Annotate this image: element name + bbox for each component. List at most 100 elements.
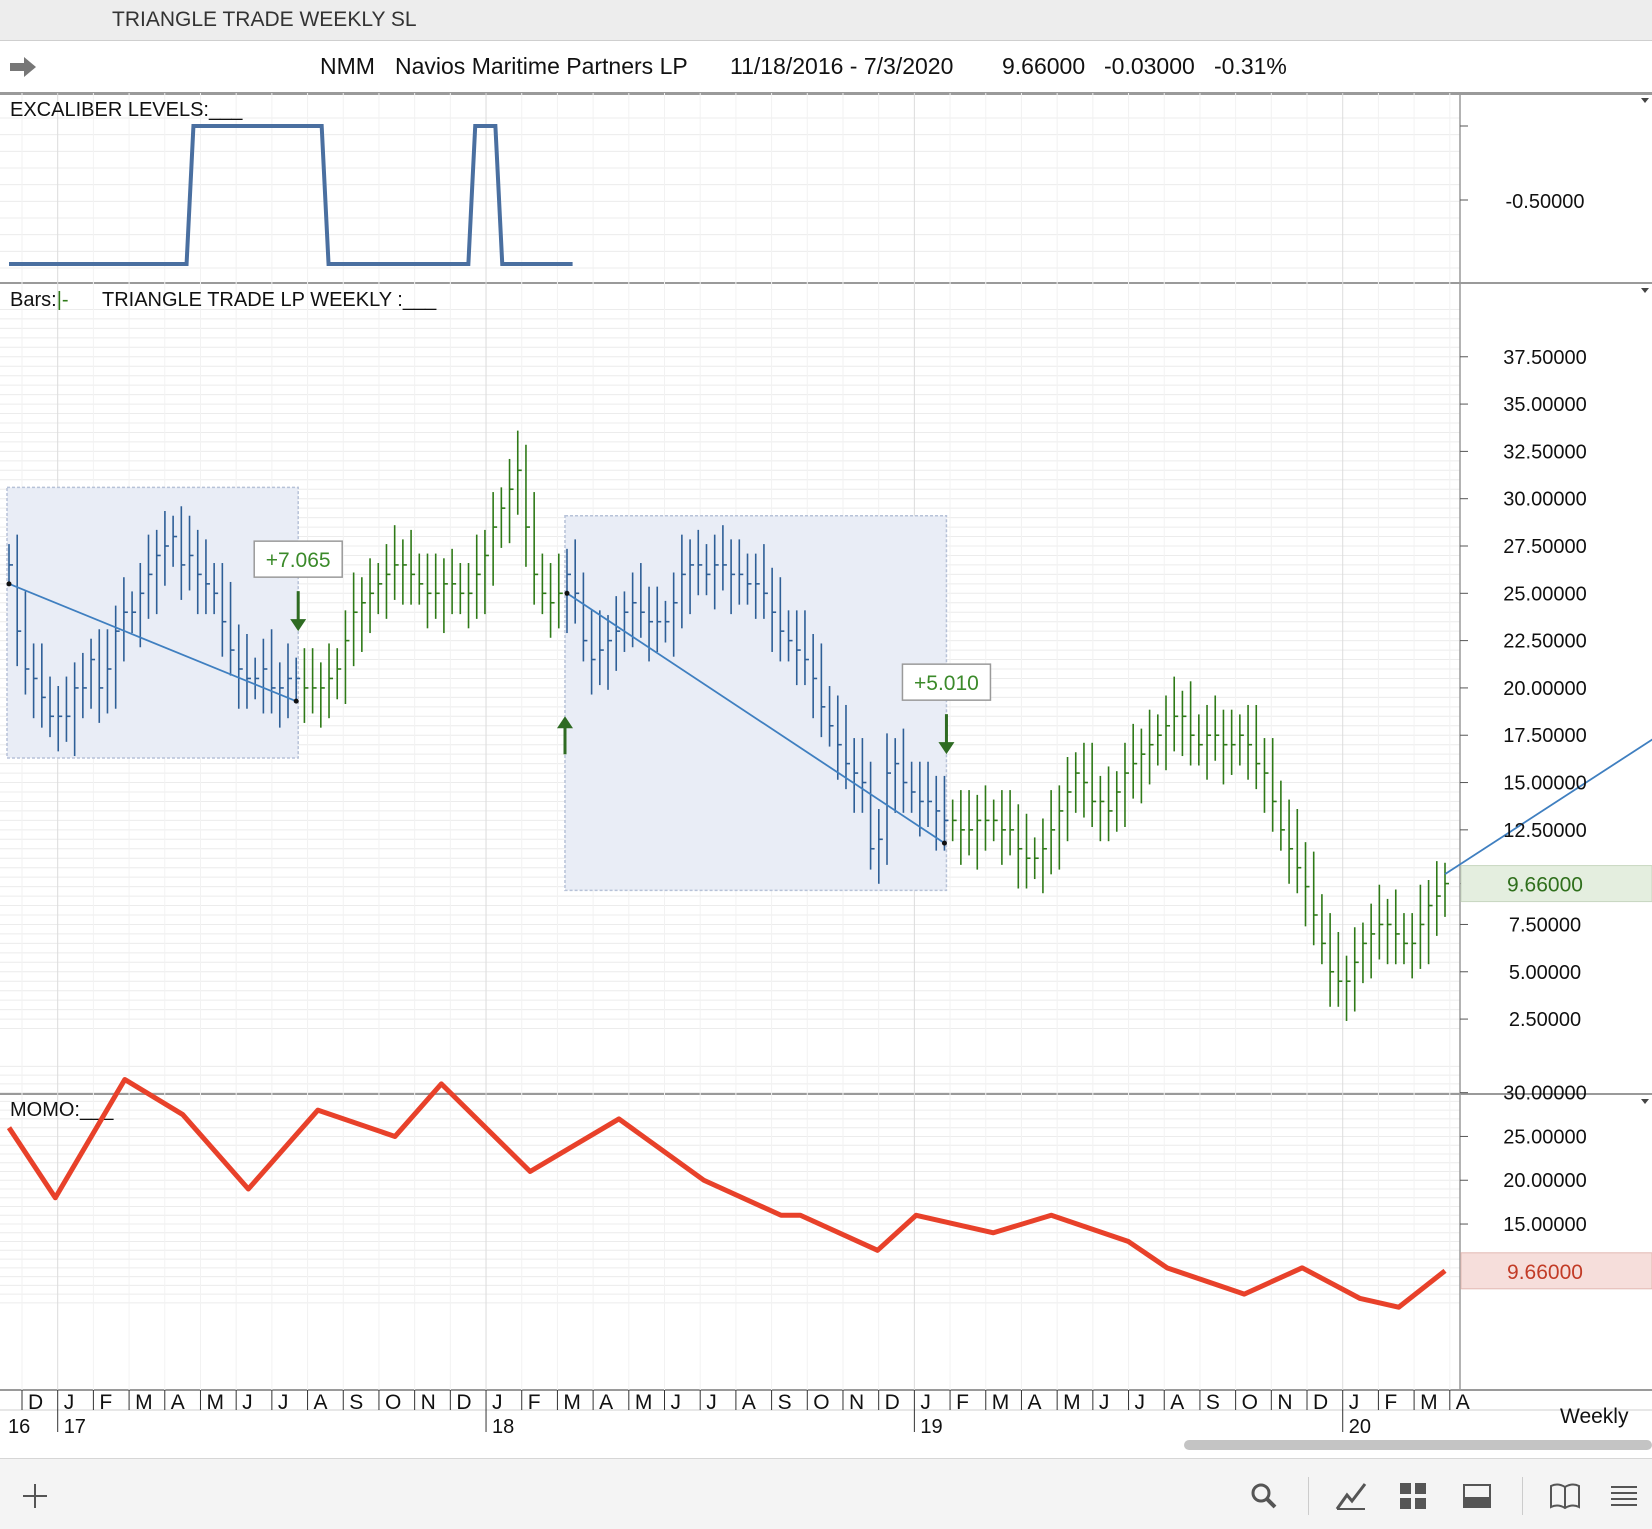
momo-label: MOMO:___ — [10, 1099, 114, 1121]
add-icon[interactable] — [18, 1479, 52, 1513]
time-axis-month-label: F — [1384, 1391, 1397, 1414]
price-axis-label: 37.50000 — [1503, 347, 1586, 369]
time-axis-month-label: S — [1206, 1391, 1220, 1414]
momo-axis-label: 25.00000 — [1503, 1126, 1586, 1148]
time-axis-month-label: M — [135, 1391, 153, 1414]
time-axis-month-label: J — [64, 1391, 74, 1414]
time-axis-month-label: S — [349, 1391, 363, 1414]
grid-icon[interactable] — [1396, 1479, 1430, 1513]
price-axis: 37.50000 35.00000 32.50000 30.00000 27.50000… — [1460, 347, 1652, 1031]
price-axis-label: 5.00000 — [1509, 962, 1581, 984]
entry-dot — [7, 581, 12, 586]
price-axis-label: 17.50000 — [1503, 725, 1586, 747]
time-axis-month-label: F — [528, 1391, 541, 1414]
excaliber-axis: -0.50000 — [1460, 126, 1584, 213]
entry-dot — [564, 591, 569, 596]
time-axis-month-label: A — [314, 1391, 328, 1414]
time-axis-month-label: J — [671, 1391, 682, 1414]
price-label-study: TRIANGLE TRADE LP WEEKLY :___ — [102, 289, 437, 311]
price-axis-label: 22.50000 — [1503, 631, 1586, 653]
price-axis-label: 30.00000 — [1503, 489, 1586, 511]
pane-menu-icon — [1641, 98, 1649, 103]
time-axis-year-label: 16 — [8, 1416, 30, 1438]
price-axis-label: 2.50000 — [1509, 1009, 1581, 1031]
time-axis-month-label: N — [1277, 1391, 1292, 1414]
layout-icon[interactable] — [1460, 1479, 1494, 1513]
trade-gain-label: +7.065 — [266, 549, 331, 572]
time-axis-month-label: J — [1349, 1391, 1360, 1414]
time-axis-month-label: A — [1456, 1391, 1470, 1414]
time-axis-month-label: J — [1099, 1391, 1110, 1414]
time-axis-month-label: A — [171, 1391, 185, 1414]
time-axis-month-label: D — [456, 1391, 471, 1414]
time-axis-month-label: J — [278, 1391, 289, 1414]
time-axis-month-label: M — [563, 1391, 581, 1414]
time-axis-year-label: 18 — [492, 1416, 514, 1438]
line-chart-icon[interactable] — [1334, 1479, 1368, 1513]
bottom-toolbar — [0, 1458, 1652, 1529]
price-axis-label: 15.00000 — [1503, 773, 1586, 795]
price-last-value: 9.66000 — [1507, 874, 1583, 897]
toolbar-divider — [1522, 1477, 1523, 1515]
price-label-bars: Bars:|- — [10, 289, 69, 311]
price-axis-label: 7.50000 — [1509, 914, 1581, 936]
time-axis-month-label: J — [706, 1391, 717, 1414]
time-axis-month-label: M — [992, 1391, 1010, 1414]
momo-line — [9, 1080, 1445, 1308]
time-axis-month-label: S — [778, 1391, 792, 1414]
excaliber-label: EXCALIBER LEVELS:___ — [10, 99, 243, 121]
momo-axis-label: 20.00000 — [1503, 1170, 1586, 1192]
time-axis-month-label: O — [385, 1391, 401, 1414]
time-axis-month-label: M — [1063, 1391, 1081, 1414]
price-label-bars-glyph: |- — [57, 289, 69, 311]
excaliber-axis-label: -0.50000 — [1506, 191, 1585, 213]
time-axis-month-label: M — [206, 1391, 224, 1414]
toolbar-divider — [1308, 1477, 1309, 1515]
exit-dot — [942, 841, 947, 846]
price-pane: Bars:|- TRIANGLE TRADE LP WEEKLY :___ +7… — [7, 0, 1652, 1031]
search-icon[interactable] — [1247, 1479, 1281, 1513]
price-label-bars-text: Bars: — [10, 289, 57, 311]
time-axis-year-label: 20 — [1349, 1416, 1371, 1438]
time-axis-year-label: 19 — [920, 1416, 942, 1438]
time-axis-month-label: N — [421, 1391, 436, 1414]
menu-icon[interactable] — [1607, 1479, 1641, 1513]
price-axis-label: 25.00000 — [1503, 583, 1586, 605]
time-axis-month-label: J — [920, 1391, 931, 1414]
time-axis-month-label: D — [1313, 1391, 1328, 1414]
time-axis-month-label: N — [849, 1391, 864, 1414]
time-axis-month-label: J — [492, 1391, 503, 1414]
momo-axis-label: 15.00000 — [1503, 1214, 1586, 1236]
exit-dot — [294, 699, 299, 704]
pane-menu-icon — [1641, 1099, 1649, 1104]
trade-gain-label: +5.010 — [914, 672, 979, 695]
chart-area[interactable]: EXCALIBER LEVELS:___ -0.50000 Bars:|- TR… — [0, 0, 1652, 1458]
price-axis-label: 20.00000 — [1503, 678, 1586, 700]
price-axis-label: 12.50000 — [1503, 820, 1586, 842]
momo-last-value: 9.66000 — [1507, 1261, 1583, 1284]
momo-series — [9, 1080, 1445, 1308]
momo-axis-label: 30.00000 — [1503, 1083, 1586, 1105]
price-axis-label: 32.50000 — [1503, 441, 1586, 463]
trade-signals: +7.065+5.010+5.922 — [254, 0, 1652, 754]
horizontal-scrollbar[interactable] — [1184, 1440, 1652, 1450]
momo-pane: MOMO:___ 30.00000 25.00000 20.00000 15.0000… — [9, 1080, 1652, 1308]
time-axis-month-label: M — [1420, 1391, 1438, 1414]
time-axis-month-label: J — [242, 1391, 253, 1414]
time-axis-month-label: A — [1027, 1391, 1041, 1414]
price-axis-label: 27.50000 — [1503, 536, 1586, 558]
time-axis-month-label: A — [599, 1391, 613, 1414]
time-axis-month-label: J — [1135, 1391, 1146, 1414]
excaliber-pane: EXCALIBER LEVELS:___ -0.50000 — [0, 93, 1652, 283]
book-icon[interactable] — [1548, 1479, 1582, 1513]
time-axis-year-label: 17 — [64, 1416, 86, 1438]
period-label[interactable]: Weekly — [1560, 1405, 1629, 1428]
time-axis-month-label: A — [742, 1391, 756, 1414]
pane-menu-icon — [1641, 288, 1649, 293]
price-axis-label: 35.00000 — [1503, 394, 1586, 416]
time-axis-month-label: D — [885, 1391, 900, 1414]
time-axis-month-label: M — [635, 1391, 653, 1414]
time-axis-month-label: D — [28, 1391, 43, 1414]
time-axis-month-label: F — [956, 1391, 969, 1414]
